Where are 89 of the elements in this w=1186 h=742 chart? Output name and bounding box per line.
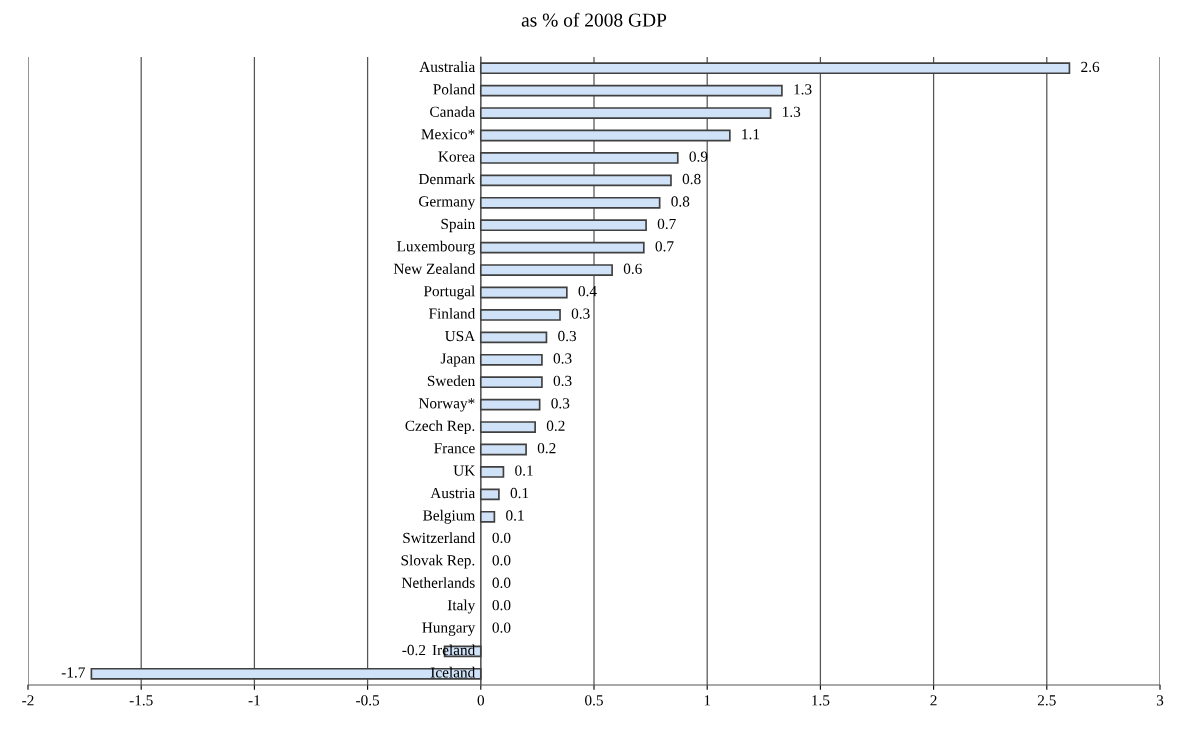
bar — [479, 129, 731, 142]
bar — [479, 107, 772, 119]
x-tick-label: -2 — [22, 695, 34, 706]
data-label: 1.1 — [742, 129, 760, 140]
y-tick-label: Portugal — [423, 285, 475, 300]
bar — [479, 174, 672, 187]
y-tick-label: Slovak Rep. — [401, 554, 475, 569]
y-tick-label: Canada — [430, 106, 476, 117]
x-tick-label: 1.5 — [812, 695, 830, 706]
bar — [479, 466, 505, 478]
data-label: 0.1 — [506, 510, 524, 521]
data-label: 0.0 — [492, 622, 511, 633]
data-label: 0.1 — [515, 465, 533, 476]
x-tick-label: -0.5 — [356, 695, 380, 706]
y-tick-label: USA — [445, 330, 476, 342]
y-tick-label: France — [434, 443, 475, 454]
y-tick-label: Spain — [441, 218, 476, 233]
bar — [479, 353, 543, 366]
data-label: 0.1 — [510, 487, 529, 499]
y-tick-label: Belgium — [423, 509, 475, 524]
data-label: 0.3 — [551, 398, 570, 409]
x-tick-label: 0.5 — [585, 695, 603, 706]
y-tick-label: Czech Rep. — [405, 420, 475, 434]
bar — [479, 398, 541, 411]
data-label: 0.0 — [492, 532, 511, 544]
x-tick-label: 2.5 — [1037, 695, 1056, 706]
x-tick-label: -1.5 — [129, 695, 153, 706]
y-tick-label: Poland — [433, 83, 476, 95]
data-label: 0.4 — [578, 286, 597, 297]
y-tick-label: Japan — [440, 353, 476, 367]
bar — [479, 286, 568, 299]
bar — [479, 421, 536, 433]
x-tick-label: 1 — [704, 695, 711, 706]
y-tick-label: Korea — [438, 151, 476, 162]
y-tick-label: Luxembourg — [397, 240, 475, 255]
data-label: 0.0 — [492, 555, 511, 566]
y-tick-label: Mexico* — [421, 129, 475, 140]
data-label: 0.0 — [492, 577, 511, 588]
data-label: 0.3 — [571, 308, 590, 319]
bar — [479, 241, 645, 254]
y-tick-label: Austria — [430, 487, 476, 499]
bar — [479, 331, 548, 344]
x-tick-label: -1 — [248, 695, 260, 706]
data-label: 2.6 — [1081, 61, 1100, 73]
y-tick-label: Germany — [419, 196, 476, 210]
y-tick-label: Hungary — [422, 622, 476, 636]
data-label: 0.2 — [537, 443, 556, 454]
y-tick-label: New Zealand — [393, 263, 476, 274]
data-label: 0.3 — [553, 375, 572, 387]
bar — [479, 488, 500, 501]
bar — [479, 376, 543, 389]
bar — [479, 196, 661, 209]
bar — [479, 84, 783, 97]
data-label: 0.8 — [671, 196, 690, 207]
data-label: 0.8 — [682, 173, 701, 185]
data-label: 0.6 — [623, 263, 642, 274]
bar — [479, 309, 561, 321]
bar — [479, 62, 1071, 75]
y-tick-label: Finland — [429, 308, 476, 319]
data-label: 0.2 — [546, 420, 565, 431]
y-tick-label: Netherlands — [401, 577, 475, 588]
y-tick-label: Iceland — [430, 666, 476, 678]
data-label: 0.0 — [492, 600, 511, 611]
bar — [90, 667, 482, 680]
data-label: 0.9 — [689, 151, 708, 162]
y-tick-label: Switzerland — [403, 532, 476, 544]
data-label: 0.7 — [655, 241, 674, 252]
data-label: 0.3 — [558, 330, 577, 342]
bar — [479, 510, 496, 523]
data-label: 0.3 — [553, 353, 572, 364]
y-tick-label: Italy — [447, 599, 476, 614]
x-tick-label: 3 — [1156, 695, 1164, 706]
data-label: -1.7 — [61, 667, 85, 678]
x-tick-label: 2 — [930, 695, 937, 706]
y-tick-label: Australia — [419, 61, 476, 73]
bar — [479, 219, 647, 232]
y-tick-label: Denmark — [418, 173, 476, 185]
data-label: 1.3 — [794, 84, 812, 95]
data-label: 0.7 — [657, 218, 676, 230]
data-label: -0.2 — [402, 644, 426, 656]
bar — [479, 264, 613, 276]
bar — [479, 443, 527, 456]
y-tick-label: Norway* — [418, 398, 475, 412]
bar — [479, 152, 679, 164]
data-label: 1.3 — [783, 106, 801, 117]
y-tick-label: UK — [453, 465, 476, 476]
x-tick-label: 0 — [477, 695, 485, 706]
chart-title: as % of 2008 GDP — [521, 12, 667, 27]
y-tick-label: Sweden — [427, 375, 476, 387]
